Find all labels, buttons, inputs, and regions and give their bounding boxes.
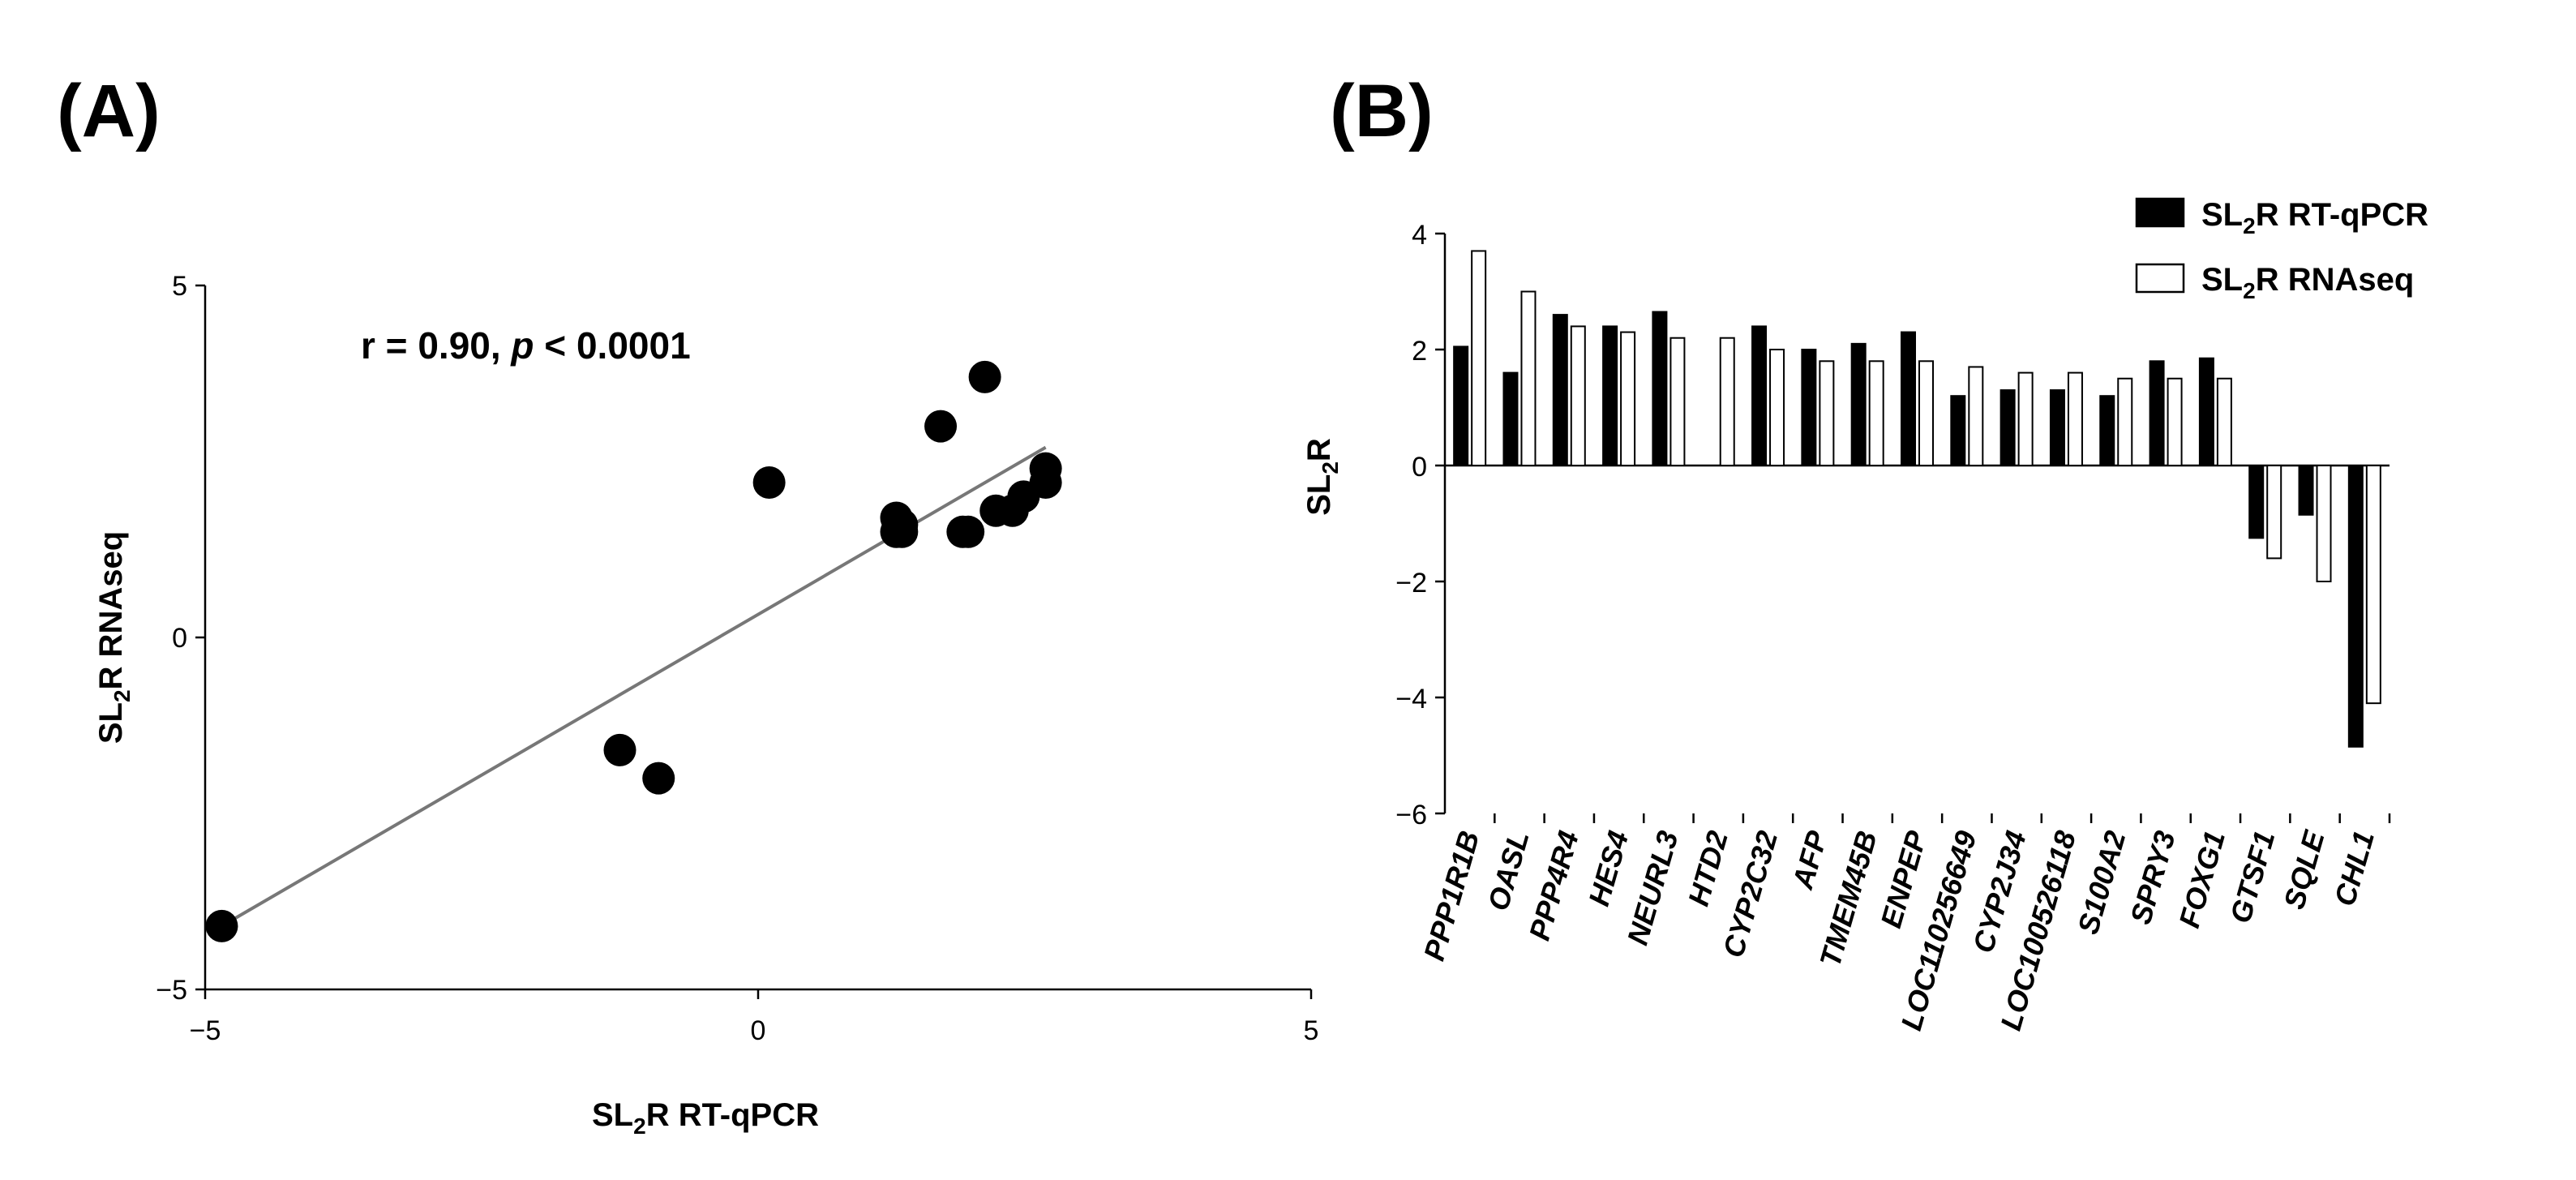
bar-rnaseq <box>1620 331 1636 466</box>
scatter-point <box>752 466 786 500</box>
correlation-r: r = 0.90, <box>361 324 511 367</box>
gene-label: AFP <box>1785 826 1834 893</box>
scatter-point <box>924 410 958 443</box>
scatter-point <box>885 515 919 548</box>
bar-rtqpcr <box>1950 395 1966 467</box>
scatter-trendline <box>221 445 1047 928</box>
panel-b-label: (B) <box>1330 70 1434 152</box>
bar-rnaseq <box>2365 465 2381 705</box>
gene-label: OASL <box>1481 827 1536 914</box>
scatter-x-tick-label: −5 <box>190 1015 221 1046</box>
bar-rtqpcr <box>1602 325 1618 466</box>
gene-label: HES4 <box>1582 827 1635 910</box>
legend-swatch-rtqpcr <box>2135 197 2185 228</box>
bar-rtqpcr <box>1453 345 1469 466</box>
bar-series <box>1453 250 2381 748</box>
gene-label: SPRY3 <box>2124 827 2182 928</box>
panel-a: (A) −5 0 5 −5 0 5 r = 0.90, p < 0.0001 SL2R … <box>57 70 1318 1139</box>
gene-label: FOXG1 <box>2172 827 2231 932</box>
correlation-annotation: r = 0.90, p < 0.0001 <box>361 324 691 367</box>
scatter-point <box>205 909 238 942</box>
bar-rtqpcr <box>2149 360 2165 466</box>
bar-y-tick-label: −6 <box>1395 800 1427 830</box>
bar-rtqpcr <box>2248 465 2265 539</box>
bar-rnaseq <box>1968 366 1984 467</box>
bar-rtqpcr <box>1502 371 1519 467</box>
scatter-y-tick-label: 5 <box>172 271 187 302</box>
bar-y-tick-label: 0 <box>1412 452 1427 483</box>
bar-rtqpcr <box>2347 465 2364 748</box>
scatter-point <box>642 762 675 795</box>
gene-label: CHL1 <box>2328 827 2381 910</box>
bar-rnaseq <box>1868 360 1884 466</box>
bar-rnaseq <box>1520 290 1537 466</box>
bar-rtqpcr <box>2198 357 2214 466</box>
scatter-y-title: SL2R RNAseq <box>93 531 135 744</box>
scatter-x-title: SL2R RT-qPCR <box>592 1097 819 1139</box>
bar-rtqpcr <box>1801 349 1817 466</box>
bar-y-tick-label: −4 <box>1395 684 1427 714</box>
gene-label: PPP1R1B <box>1417 827 1486 964</box>
scatter-point <box>968 360 1001 393</box>
bar-rnaseq <box>1570 325 1586 466</box>
bar-rtqpcr <box>2000 389 2016 466</box>
scatter-point <box>952 515 985 548</box>
bar-y-ticks: 4 2 0 −2 −4 −6 <box>1395 220 1445 830</box>
bar-rnaseq <box>1471 250 1487 466</box>
gene-label: HTD2 <box>1682 827 1734 910</box>
correlation-p-symbol: p <box>509 324 534 367</box>
bar-rtqpcr <box>1552 314 1568 466</box>
bar-rnaseq <box>2266 465 2282 560</box>
scatter-axes <box>204 285 1311 991</box>
gene-label: ENPEP <box>1874 826 1933 932</box>
bar-rtqpcr <box>1751 325 1768 466</box>
bar-rtqpcr <box>2298 465 2314 516</box>
legend-label-rtqpcr: SL2R RT-qPCR <box>2201 197 2428 238</box>
scatter-y-tick-label: −5 <box>156 975 187 1006</box>
gene-label: GTSF1 <box>2223 827 2281 927</box>
legend: SL2R RT-qPCR SL2R RNAseq <box>2135 197 2428 303</box>
bar-y-tick-label: 2 <box>1412 336 1427 367</box>
bar-rnaseq <box>2117 377 2133 466</box>
panel-b: (B) 4 2 0 −2 −4 −6 PPP1R1BOASLPPP4R4HES4NEURL… <box>1301 70 2428 1034</box>
bar-rtqpcr <box>1850 342 1867 466</box>
gene-label: SQLE <box>2277 826 2331 912</box>
bar-rnaseq <box>1769 349 1785 466</box>
bar-rtqpcr <box>2099 395 2115 467</box>
bar-rnaseq <box>1719 337 1735 467</box>
bar-y-tick-label: 4 <box>1412 220 1427 251</box>
bar-rtqpcr <box>1901 331 1916 466</box>
correlation-p-value: < 0.0001 <box>534 324 691 367</box>
bar-y-tick-label: −2 <box>1395 568 1427 599</box>
bar-rnaseq <box>2216 377 2232 466</box>
bar-y-title: SL2R <box>1301 438 1343 516</box>
scatter-y-tick-label: 0 <box>172 623 187 654</box>
legend-label-rnaseq: SL2R RNAseq <box>2201 262 2414 303</box>
bar-rnaseq <box>1819 360 1835 466</box>
bar-rtqpcr <box>2049 389 2065 466</box>
scatter-point <box>603 733 636 766</box>
bar-rnaseq <box>2067 371 2083 467</box>
scatter-points <box>205 360 1062 942</box>
bar-rnaseq <box>1669 337 1686 467</box>
scatter-x-tick-label: 0 <box>751 1015 766 1046</box>
legend-swatch-rnaseq <box>2135 263 2185 294</box>
panel-a-label: (A) <box>57 70 161 152</box>
bar-rtqpcr <box>1652 311 1668 466</box>
scatter-point <box>996 494 1029 527</box>
bar-rnaseq <box>1918 360 1934 466</box>
scatter-y-ticks: −5 0 5 <box>156 271 205 1006</box>
scatter-x-ticks: −5 0 5 <box>190 989 1319 1046</box>
bar-rnaseq <box>2167 377 2183 466</box>
scatter-x-tick-label: 5 <box>1304 1015 1319 1046</box>
bar-rnaseq <box>2316 465 2332 582</box>
bar-rnaseq <box>2017 371 2034 467</box>
